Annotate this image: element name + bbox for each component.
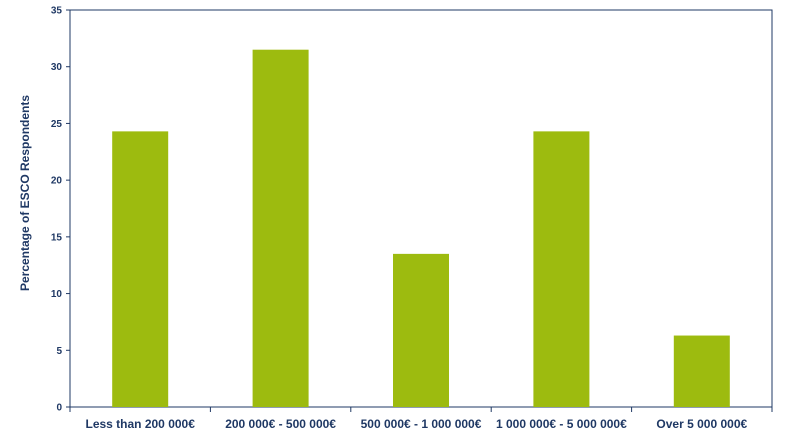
- x-tick-label: Less than 200 000€: [85, 417, 195, 431]
- x-tick-label: 500 000€ - 1 000 000€: [361, 417, 482, 431]
- x-tick-label: 200 000€ - 500 000€: [225, 417, 336, 431]
- y-tick-label: 35: [51, 6, 63, 17]
- y-tick-label: 20: [51, 176, 63, 187]
- bar: [112, 131, 169, 407]
- y-tick-label: 15: [51, 232, 63, 243]
- y-tick-label: 5: [56, 346, 62, 357]
- x-axis: Less than 200 000€ 200 000€ - 500 000€ 500…: [69, 407, 773, 431]
- y-tick-label: 10: [51, 289, 63, 300]
- y-tick-label: 25: [51, 119, 63, 130]
- bar: [393, 253, 449, 407]
- y-tick-label: 30: [51, 62, 63, 73]
- y-tick-label: 0: [56, 403, 62, 414]
- x-tick-label: Over 5 000 000€: [656, 417, 747, 431]
- bar: [252, 49, 309, 407]
- bar-series: [112, 49, 730, 407]
- bar: [673, 335, 730, 407]
- y-axis: 0 5 10 15 20 25 30 35: [51, 6, 70, 414]
- bar: [533, 131, 590, 407]
- x-tick-label: 1 000 000€ - 5 000 000€: [496, 417, 627, 431]
- y-axis-title: Percentage of ESCO Respondents: [18, 95, 32, 291]
